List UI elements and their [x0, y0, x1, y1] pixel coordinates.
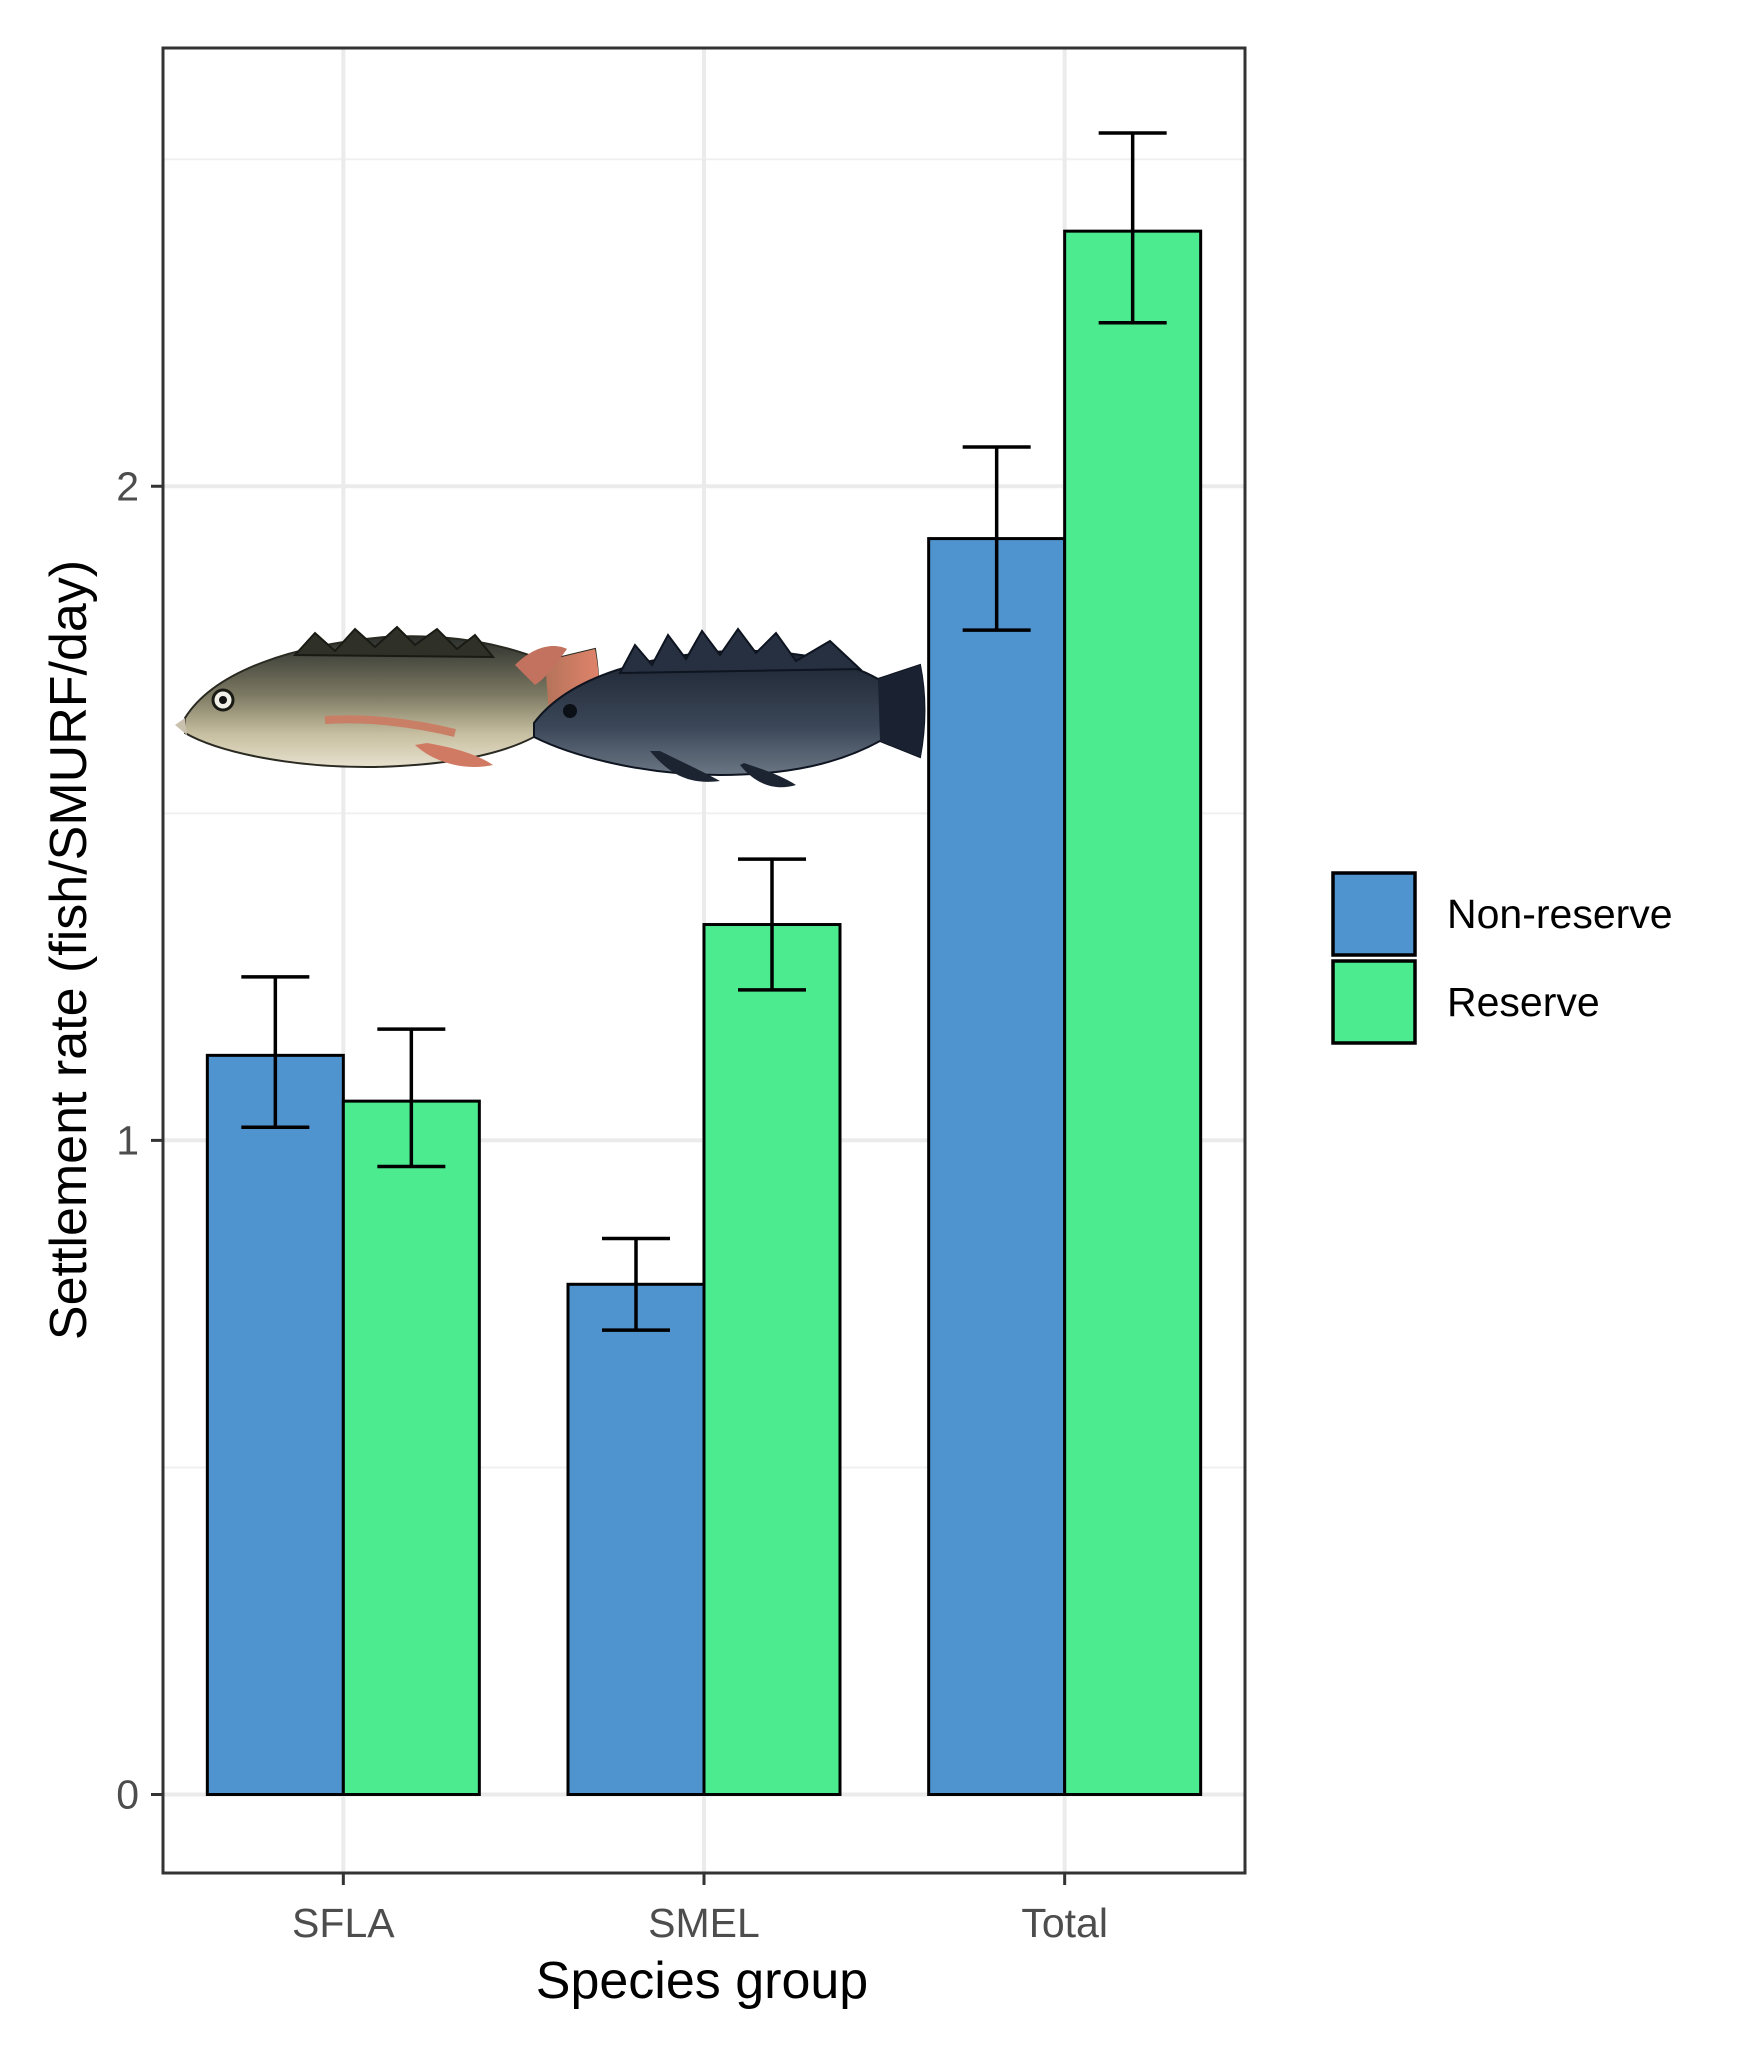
- error-bar: [962, 445, 1031, 632]
- y-tick-label: 2: [116, 463, 139, 509]
- x-tick-label-sfla: SFLA: [292, 1900, 395, 1946]
- legend-label: Non-reserve: [1447, 891, 1673, 937]
- y-tick-label: 0: [116, 1772, 139, 1818]
- error-bar: [1098, 131, 1167, 325]
- legend: Non-reserve Reserve: [1331, 871, 1673, 1045]
- error-bar: [377, 1027, 446, 1169]
- error-bars: [241, 131, 1167, 1332]
- error-bar: [241, 975, 310, 1130]
- bars: [205, 229, 1203, 1797]
- legend-key: [1331, 871, 1417, 957]
- sfla-fish-icon: [175, 625, 600, 769]
- error-bar: [738, 857, 806, 992]
- axis-ticks: 0 1 2 SFLA SMEL Total: [116, 463, 1108, 1946]
- x-axis-title: Species group: [536, 1952, 868, 2010]
- y-tick-label: 1: [116, 1117, 139, 1163]
- smel-fish-icon: [533, 627, 926, 788]
- y-axis-title: Settlement rate (fish/SMURF/day): [40, 560, 98, 1340]
- legend-key: [1331, 959, 1417, 1045]
- bar-reserve-sfla: [341, 1099, 481, 1797]
- bar-reserve-total: [1063, 229, 1203, 1797]
- bar-non-reserve-sfla: [205, 1053, 345, 1797]
- x-tick-label-total: Total: [1021, 1900, 1108, 1946]
- legend-label: Reserve: [1447, 979, 1600, 1025]
- error-bar: [602, 1236, 670, 1332]
- bar-non-reserve-smel: [566, 1282, 706, 1797]
- legend-item-reserve: Reserve: [1331, 959, 1600, 1045]
- legend-item-non-reserve: Non-reserve: [1331, 871, 1673, 957]
- bar-reserve-smel: [702, 923, 842, 1797]
- x-tick-label-smel: SMEL: [648, 1900, 760, 1946]
- bar-non-reserve-total: [927, 537, 1067, 1797]
